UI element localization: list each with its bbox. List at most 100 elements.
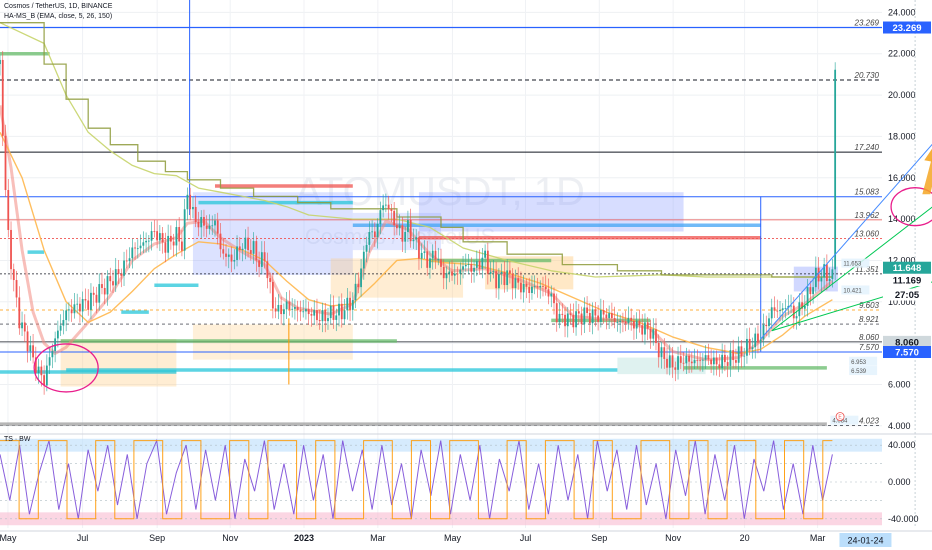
candle-body <box>172 241 175 246</box>
candle-body <box>646 322 649 329</box>
candle-body <box>418 237 420 259</box>
x-tick-label: 2023 <box>294 533 314 543</box>
candle-body <box>564 314 566 327</box>
candle-body <box>376 223 379 238</box>
candle-body <box>599 310 602 322</box>
candle-body <box>699 360 701 362</box>
candle-body <box>831 269 834 280</box>
candle-body <box>506 270 509 286</box>
candle-body <box>751 347 754 350</box>
candle-body <box>723 354 726 363</box>
candle-body <box>48 357 51 366</box>
candle-body <box>768 318 770 327</box>
box-label-bg <box>849 356 878 366</box>
candle-body <box>307 309 310 315</box>
ema-series-2 <box>0 131 833 355</box>
candle-body <box>795 316 798 319</box>
candle-body <box>178 227 181 242</box>
osc-series-slow <box>0 440 833 520</box>
candle-body <box>542 286 544 287</box>
candle-body <box>274 308 277 312</box>
candle-body <box>225 253 227 257</box>
candle-body <box>511 273 514 289</box>
candle-body <box>98 284 101 303</box>
candle-body <box>51 351 54 358</box>
candle-body <box>318 320 321 322</box>
candle-body <box>0 59 1 65</box>
candle-body <box>233 259 236 262</box>
candle-body <box>244 237 247 249</box>
candle-body <box>271 281 274 309</box>
candle-body <box>809 287 812 295</box>
candle-body <box>390 209 393 211</box>
candle-body <box>305 309 307 312</box>
candle-body <box>65 310 68 321</box>
price-tag-label: 23.269 <box>892 23 921 34</box>
candle-body <box>668 355 671 368</box>
candle-body <box>583 307 586 325</box>
candle-body <box>610 313 613 319</box>
candle-body <box>150 231 153 241</box>
event-marker-label: E <box>838 414 842 420</box>
x-tick-label: Mar <box>370 533 386 543</box>
candle-body <box>45 365 48 386</box>
candle-body <box>211 225 214 227</box>
candle-body <box>679 356 682 363</box>
candle-body <box>43 375 45 386</box>
candle-body <box>762 324 765 340</box>
candle-body <box>360 268 362 288</box>
candle-body <box>384 204 387 206</box>
price-tag <box>883 21 931 34</box>
candle-body <box>117 269 120 275</box>
candle-body <box>729 350 732 366</box>
candle-body <box>92 292 95 295</box>
candle-body <box>329 305 332 319</box>
date-tag: 24-01-24 <box>847 536 883 546</box>
candle-body <box>784 308 787 309</box>
candle-body <box>247 237 249 251</box>
candle-body <box>153 231 156 232</box>
candle-body <box>531 286 533 294</box>
candle-body <box>396 225 398 229</box>
candle-body <box>517 278 520 283</box>
candle-body <box>464 264 467 267</box>
candle-body <box>718 364 721 369</box>
candle-body <box>467 264 470 265</box>
price-level-label: 11.351 <box>855 265 879 274</box>
candle-body <box>495 271 498 289</box>
candle-body <box>373 231 376 238</box>
candle-body <box>492 271 495 273</box>
y-tick-label: 6.000 <box>888 379 911 389</box>
candle-body <box>258 260 260 267</box>
candle-body <box>475 261 478 268</box>
candle-body <box>757 333 759 343</box>
box-label-bg <box>841 285 870 295</box>
osc-y-tick-label: -40.000 <box>888 514 919 524</box>
candle-body <box>437 259 440 261</box>
candle-body <box>7 190 10 230</box>
candle-body <box>70 309 73 314</box>
price-level-label: 9.603 <box>859 301 880 310</box>
candle-body <box>203 217 205 226</box>
box-label-bg <box>849 366 878 376</box>
candle-body <box>15 280 18 298</box>
candle-body <box>18 297 21 329</box>
y-tick-label: 18.000 <box>888 131 916 141</box>
candle-body <box>255 241 258 261</box>
candle-body <box>820 277 823 282</box>
candle-body <box>87 300 90 310</box>
candle-body <box>321 309 324 322</box>
price-level-label: 17.240 <box>855 143 880 152</box>
candle-body <box>136 248 139 250</box>
x-tick-label: 20 <box>740 533 750 543</box>
candle-body <box>575 311 577 328</box>
candle-body <box>550 293 553 297</box>
candle-body <box>520 282 522 293</box>
candle-body <box>37 366 40 373</box>
candle-body <box>528 286 531 294</box>
candle-body <box>431 250 434 259</box>
candle-body <box>792 305 795 319</box>
candle-body <box>509 270 511 274</box>
